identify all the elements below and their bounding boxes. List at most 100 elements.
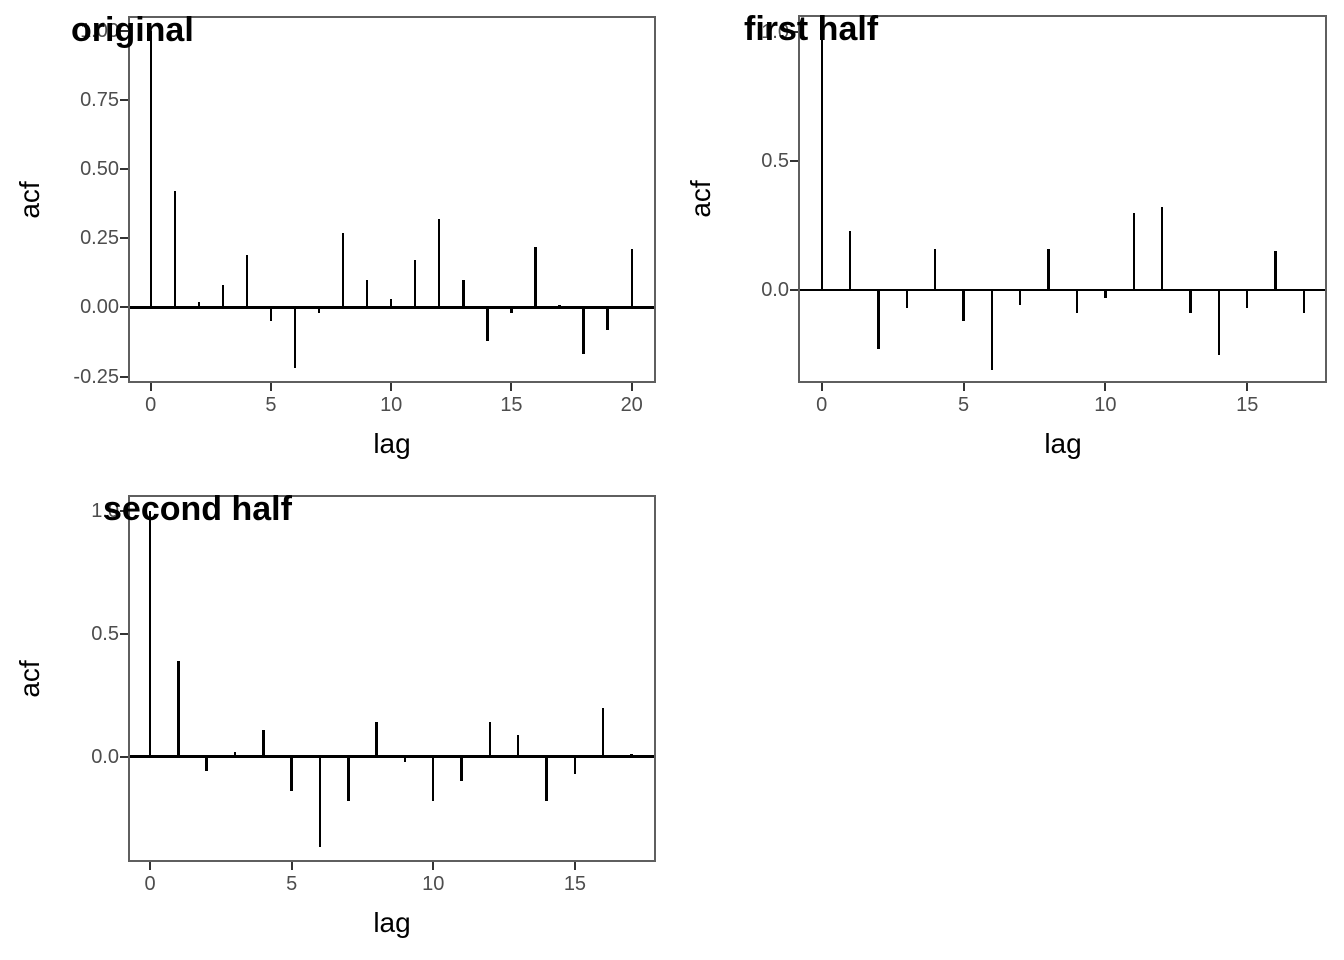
plot-title: original: [71, 11, 194, 49]
x-tick-label: 0: [145, 394, 157, 416]
zero-baseline: [130, 306, 654, 309]
y-tick-label: 0.50: [80, 158, 119, 180]
x-tick-label: 10: [422, 873, 445, 895]
acf-spike: [390, 299, 393, 308]
y-tick-label: 1.00: [80, 19, 119, 42]
acf-spike: [486, 307, 489, 341]
plot-panel: 1.00 0.75 0.50 0.25 0.00 -0.25 0 5 10 15 20: [73, 16, 656, 415]
acf-spike: [318, 756, 322, 848]
plot-title: first half: [744, 10, 879, 48]
acf-spike: [1302, 290, 1306, 314]
acf-spike: [558, 304, 561, 308]
x-tick-mark: [149, 862, 151, 870]
x-tick-mark: [1104, 383, 1107, 391]
y-tick-mark: [120, 375, 128, 378]
acf-spike: [990, 290, 994, 370]
y-tick-mark: [120, 306, 128, 309]
x-tick-mark: [962, 383, 965, 391]
x-tick-label: 0: [816, 394, 828, 416]
y-tick-mark: [120, 98, 128, 101]
y-tick-label: 0.5: [91, 623, 119, 645]
x-axis-title: lag: [373, 907, 411, 938]
x-tick-mark: [630, 383, 633, 391]
y-tick-label: 0.5: [761, 150, 789, 172]
acf-spike: [877, 290, 880, 350]
y-tick-label: 1.0: [91, 500, 119, 523]
acf-spike: [245, 254, 249, 308]
y-tick-mark: [120, 237, 128, 240]
acf-spike: [602, 707, 605, 757]
acf-spike: [1217, 290, 1221, 355]
acf-spike: [517, 734, 520, 757]
acf-spike: [233, 751, 237, 757]
acf-spike: [1075, 290, 1079, 314]
acf-spike: [438, 218, 441, 308]
acf-spike: [630, 754, 633, 757]
y-axis-title: acf: [14, 660, 45, 698]
plot-title: second half: [103, 490, 292, 528]
acf-spike: [173, 191, 176, 308]
acf-spike: [962, 290, 965, 321]
x-axis-title: lag: [1044, 428, 1082, 459]
plot-panel: 1.0 0.5 0.0 0 5 10 15: [761, 15, 1327, 415]
x-tick-label: 5: [957, 394, 970, 416]
acf-spike: [582, 307, 585, 355]
acf-spike: [488, 722, 492, 757]
x-tick-label: 15: [563, 873, 587, 895]
zero-baseline: [800, 288, 1325, 292]
acf-spike: [848, 230, 852, 290]
acf-spike: [414, 260, 417, 308]
x-tick-label: 10: [380, 394, 403, 416]
acf-spike: [1246, 290, 1249, 309]
acf-spike: [1132, 212, 1135, 290]
acf-spike: [1160, 207, 1164, 290]
acf-spike: [148, 511, 152, 757]
plot-panel: 1.0 0.5 0.0 0 5 10 15: [91, 495, 656, 894]
y-tick-mark: [120, 510, 128, 513]
acf-spike: [1189, 290, 1192, 314]
acf-spike: [269, 307, 273, 322]
y-tick-mark: [790, 160, 798, 162]
x-tick-label: 5: [286, 873, 298, 895]
acf-spike: [534, 246, 537, 308]
acf-spike: [221, 285, 225, 308]
y-tick-mark: [790, 289, 798, 291]
y-tick-mark: [790, 31, 798, 33]
y-axis-title: acf: [685, 180, 716, 218]
acf-spike: [432, 756, 435, 801]
y-tick-label: 0.0: [761, 279, 789, 301]
y-tick-label: 0.75: [80, 88, 119, 111]
acf-spike: [1104, 290, 1107, 298]
acf-spike: [177, 660, 180, 757]
acf-spike: [347, 756, 350, 801]
y-tick-mark: [120, 168, 128, 170]
acf-spike: [403, 756, 407, 762]
y-axis-title: acf: [14, 181, 45, 219]
zero-baseline: [130, 755, 654, 758]
acf-spike: [820, 32, 823, 290]
x-axis-title: lag: [373, 428, 411, 459]
acf-spike: [1019, 290, 1022, 306]
acf-spike: [375, 722, 378, 757]
acf-spike: [462, 279, 465, 308]
x-tick-mark: [1246, 383, 1249, 391]
y-tick-label: 0.00: [80, 296, 119, 319]
acf-spike: [573, 756, 577, 774]
acf-spike: [1274, 251, 1277, 290]
acf-spike: [262, 729, 265, 757]
acf-spike: [290, 756, 293, 792]
x-tick-label: 10: [1094, 394, 1117, 416]
x-tick-mark: [820, 383, 823, 391]
acf-spike: [1047, 248, 1050, 290]
acf-spike: [317, 307, 321, 313]
acf-spike: [341, 232, 345, 308]
x-tick-mark: [290, 862, 293, 870]
x-tick-label: 5: [265, 394, 277, 416]
acf-spike: [630, 249, 633, 308]
acf-spike: [293, 307, 297, 369]
y-tick-label: 1.0: [761, 21, 789, 43]
x-tick-mark: [269, 383, 272, 391]
x-tick-label: 0: [144, 873, 156, 895]
x-tick-mark: [390, 383, 393, 391]
